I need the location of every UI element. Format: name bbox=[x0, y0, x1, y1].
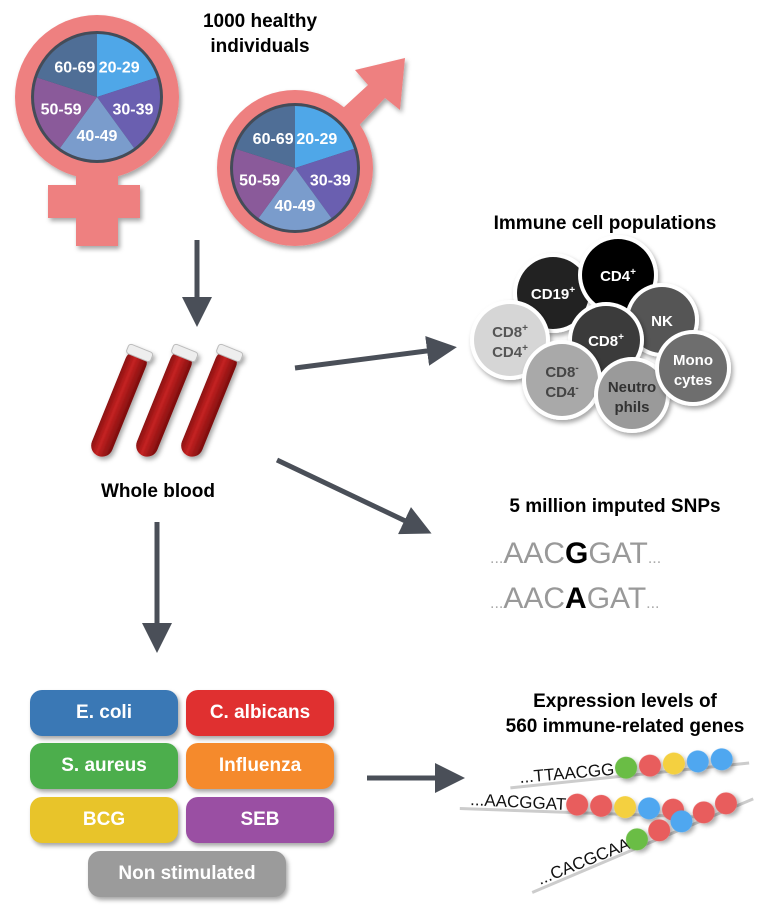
bead-string: ...TTAACGG bbox=[510, 748, 750, 790]
expression-bead bbox=[590, 794, 613, 817]
age-slice bbox=[236, 106, 295, 168]
age-slice bbox=[295, 148, 357, 219]
cell-label: NK bbox=[651, 313, 673, 330]
age-label: 30-39 bbox=[112, 102, 153, 119]
age-slice bbox=[97, 34, 157, 97]
snp-line-1: ...AACGGAT... bbox=[490, 537, 661, 570]
immune-title: Immune cell populations bbox=[494, 213, 717, 234]
expression-bead-strings: ...TTAACGG ...AACGGAT ...CACGCAA bbox=[459, 748, 754, 894]
snp-title: 5 million imputed SNPs bbox=[509, 496, 720, 517]
cell-label: CD8+ bbox=[492, 323, 528, 341]
immune-cell: Mono cytes bbox=[655, 330, 731, 406]
immune-cell: CD19+ bbox=[513, 253, 593, 333]
expression-bead bbox=[638, 754, 661, 777]
age-label: 50-59 bbox=[239, 172, 280, 189]
cohort-title-line2: individuals bbox=[210, 36, 309, 57]
cell-label: CD4- bbox=[545, 383, 578, 401]
age-label: 40-49 bbox=[275, 198, 316, 215]
stimulus-e-coli: E. coli bbox=[30, 690, 178, 736]
age-slice bbox=[59, 97, 135, 160]
cell-label: CD8+ bbox=[588, 332, 624, 350]
expression-bead bbox=[710, 748, 733, 771]
female-age-pie: 20-29 30-39 40-49 50-59 60-69 bbox=[31, 31, 163, 163]
cell-label: CD4+ bbox=[492, 343, 528, 361]
cell-label: CD8- bbox=[545, 363, 578, 381]
age-label: 60-69 bbox=[253, 131, 294, 148]
expression-bead bbox=[614, 796, 637, 819]
stimulus-s-aureus: S. aureus bbox=[30, 743, 178, 789]
gene-sequence: ...CACGCAA bbox=[534, 834, 633, 889]
whole-blood-label: Whole blood bbox=[101, 481, 215, 502]
expression-bead bbox=[566, 793, 589, 816]
cohort-title-line1: 1000 healthy bbox=[203, 11, 317, 32]
age-label: 50-59 bbox=[41, 102, 82, 119]
expression-bead bbox=[615, 756, 638, 779]
expression-title-line2: 560 immune-related genes bbox=[506, 716, 745, 737]
cell-label: cytes bbox=[674, 372, 712, 389]
cell-label: CD19+ bbox=[531, 285, 575, 303]
age-label: 30-39 bbox=[310, 172, 351, 189]
immune-cell-cluster: CD19+ CD4+ NK CD8+ CD8+ CD4+ CD8- CD4- Neutro phi… bbox=[470, 235, 731, 433]
arrow-blood-to-snps bbox=[275, 457, 432, 535]
expression-bead bbox=[714, 792, 737, 815]
stimulus-influenza: Influenza bbox=[186, 743, 334, 789]
gene-sequence: ...TTAACGG bbox=[519, 760, 615, 787]
age-label: 60-69 bbox=[54, 59, 95, 76]
bead-string: ...AACGGAT bbox=[459, 790, 700, 821]
stimulus-bcg: BCG bbox=[30, 797, 178, 843]
flow-arrows bbox=[142, 240, 465, 793]
snp-line-2: ...AACAGAT... bbox=[490, 582, 660, 615]
expression-bead bbox=[625, 828, 648, 851]
age-slice bbox=[295, 106, 354, 168]
cell-label: Mono bbox=[673, 352, 713, 369]
cell-label: Neutro bbox=[608, 379, 656, 396]
age-slice bbox=[37, 34, 97, 97]
blood-tubes-icon bbox=[91, 343, 244, 457]
expression-bead bbox=[638, 797, 661, 820]
age-slice bbox=[258, 168, 332, 231]
snp-sequences: ...AACGGAT... ...AACAGAT... bbox=[490, 537, 661, 615]
age-slice bbox=[233, 148, 295, 219]
expression-bead bbox=[692, 801, 715, 824]
expression-title-line1: Expression levels of bbox=[533, 691, 717, 712]
expression-bead bbox=[686, 750, 709, 773]
expression-bead bbox=[648, 819, 671, 842]
cell-label: phils bbox=[614, 399, 649, 416]
age-label: 20-29 bbox=[99, 59, 140, 76]
age-label: 40-49 bbox=[77, 128, 118, 145]
immune-cell: Neutro phils bbox=[594, 357, 670, 433]
expression-bead bbox=[662, 752, 685, 775]
arrow-blood-to-cells bbox=[294, 336, 457, 371]
male-age-pie: 20-29 30-39 40-49 50-59 60-69 bbox=[230, 103, 360, 233]
age-slice bbox=[34, 77, 97, 148]
stimulus-seb: SEB bbox=[186, 797, 334, 843]
cell-label: CD4+ bbox=[600, 267, 636, 285]
age-label: 20-29 bbox=[296, 131, 337, 148]
age-slice bbox=[97, 77, 160, 148]
stimulus-c-albicans: C. albicans bbox=[186, 690, 334, 736]
stimulus-non-stimulated: Non stimulated bbox=[88, 851, 286, 897]
immune-cell: CD8- CD4- bbox=[522, 340, 602, 420]
expression-bead bbox=[670, 810, 693, 833]
